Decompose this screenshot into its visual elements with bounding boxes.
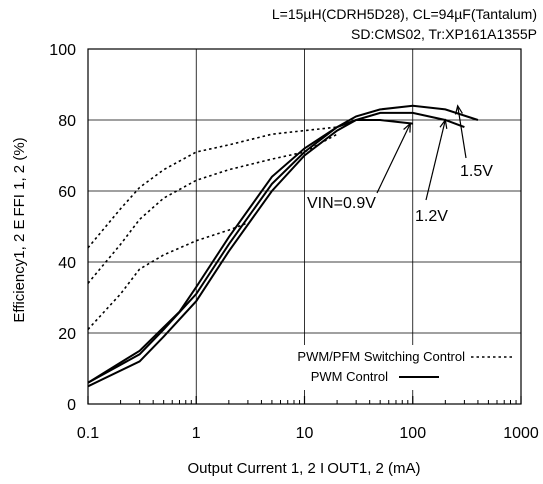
y-tick-label-5: 100	[49, 42, 76, 59]
x-tick-label-0: 0.1	[77, 425, 99, 442]
series-line-dotted-1.5V	[88, 127, 337, 248]
annotation-label-0: VIN=0.9V	[307, 195, 376, 212]
series-line-solid-1.5V	[88, 106, 478, 383]
y-tick-label-0: 0	[67, 397, 76, 414]
chart-title-line-1: L=15µH(CDRH5D28), CL=94µF(Tantalum)	[272, 6, 537, 22]
annotation-label-2: 1.5V	[460, 163, 493, 180]
annotation-arrow-2	[458, 106, 466, 158]
x-tick-label-3: 100	[399, 425, 426, 442]
legend: PWM/PFM Switching Control PWM Control	[262, 345, 518, 390]
y-tick-label-3: 60	[58, 184, 76, 201]
y-tick-label-2: 40	[58, 255, 76, 272]
x-tick-label-2: 10	[296, 425, 314, 442]
y-axis-label: Efficiency1, 2 E FFI 1, 2 (%)	[11, 137, 28, 322]
x-tick-label-1: 1	[192, 425, 201, 442]
legend-label-0: PWM/PFM Switching Control	[297, 349, 465, 364]
annotation-label-1: 1.2V	[415, 208, 448, 225]
series-line-dotted-0.9V	[88, 223, 248, 330]
annotation-layer: VIN=0.9V 1.2V 1.5V	[307, 106, 493, 225]
y-tick-label-1: 20	[58, 326, 76, 343]
y-tick-label-4: 80	[58, 113, 76, 130]
legend-label-1: PWM Control	[311, 369, 388, 384]
annotation-arrow-1	[426, 120, 445, 200]
series-layer	[88, 106, 478, 387]
x-axis-label: Output Current 1, 2 I OUT1, 2 (mA)	[187, 460, 420, 477]
series-line-solid-1.2V	[88, 113, 464, 383]
axis-ticks	[88, 396, 521, 404]
chart-title-line-2: SD:CMS02, Tr:XP161A1355P	[351, 26, 537, 42]
annotation-arrow-0	[377, 124, 410, 193]
x-tick-label-4: 1000	[503, 425, 539, 442]
